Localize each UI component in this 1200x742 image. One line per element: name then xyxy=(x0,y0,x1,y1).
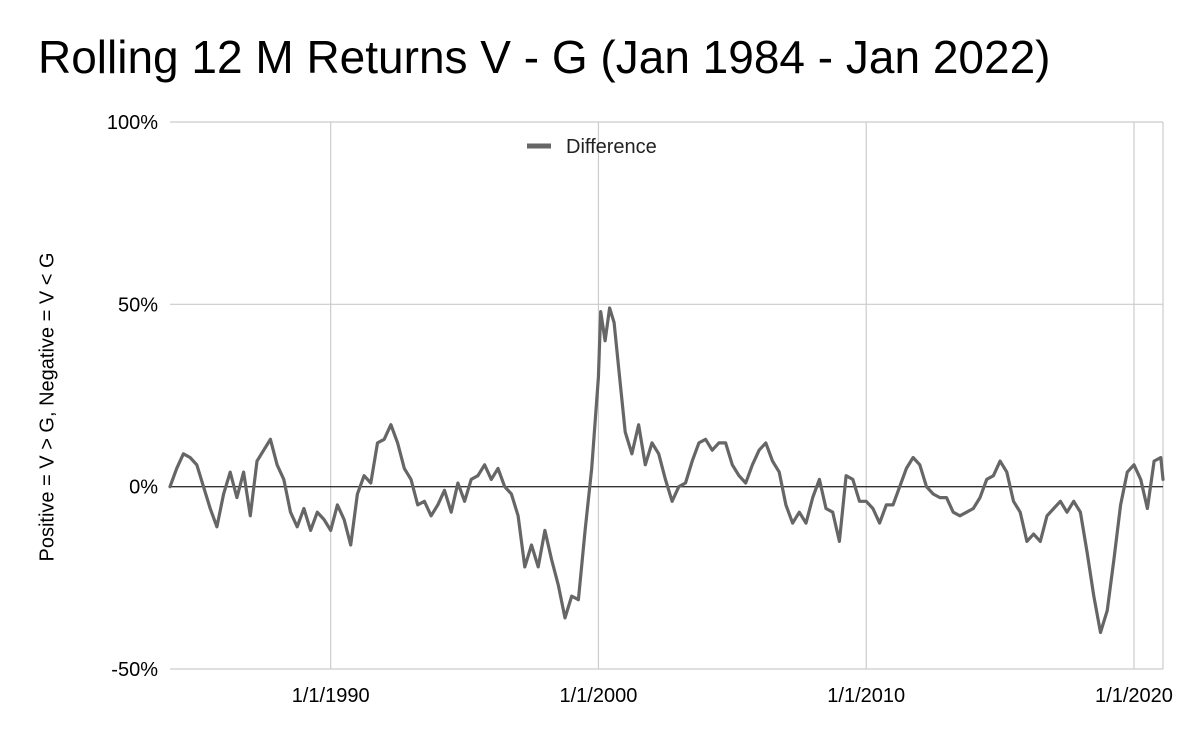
series-lines xyxy=(168,306,1165,635)
y-tick-label: -50% xyxy=(111,659,158,681)
legend-label: Difference xyxy=(566,136,657,158)
series-line-difference xyxy=(168,306,1165,635)
y-tick-label: 50% xyxy=(118,294,158,316)
x-tick-label: 1/1/2010 xyxy=(827,685,905,707)
x-tick-label: 1/1/2020 xyxy=(1095,685,1173,707)
x-tick-label: 1/1/2000 xyxy=(560,685,638,707)
legend: Difference xyxy=(527,136,657,158)
chart-title: Rolling 12 M Returns V - G (Jan 1984 - J… xyxy=(38,31,1051,83)
x-tick-label: 1/1/1990 xyxy=(292,685,370,707)
tick-labels: 100% 50% 0% -50% 1/1/1990 1/1/2000 1/1/2010 1/1… xyxy=(107,112,1173,707)
y-tick-label: 100% xyxy=(107,112,158,134)
y-tick-label: 0% xyxy=(129,477,158,499)
gridlines xyxy=(170,121,1164,670)
